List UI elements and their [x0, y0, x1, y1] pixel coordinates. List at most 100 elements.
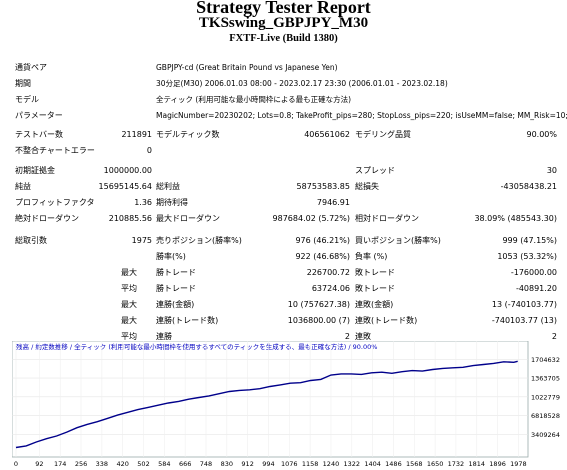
gross-profit-label: 総利益: [156, 182, 180, 191]
x-tick-label: 0: [14, 460, 18, 468]
profit-factor-value: 1.36: [134, 198, 152, 207]
x-tick-label: 994: [262, 460, 274, 468]
max-label: 最大: [121, 268, 137, 277]
report-subtitle: TKSswing_GBPJPY_M30: [198, 15, 369, 31]
x-tick-label: 1814: [468, 460, 485, 468]
gross-loss-label: 総損失: [355, 182, 379, 191]
x-tick-label: 666: [179, 460, 191, 468]
average-loss-label: 敗トレード: [355, 284, 395, 293]
consec-wins-value: 10 (757627.38): [287, 300, 350, 309]
params-label: パラメーター: [15, 111, 63, 120]
y-tick-label: 10227792: [531, 393, 560, 401]
net-profit-value: 15695145.64: [98, 182, 152, 191]
period-value: 30分足(M30) 2006.01.03 08:00 - 2023.02.17 …: [156, 79, 448, 88]
largest-win-value: 226700.72: [306, 268, 350, 277]
absolute-drawdown-value: 210885.56: [108, 214, 152, 223]
consec-losses-value: 13 (-740103.77): [491, 300, 557, 309]
report-title: Strategy Tester Report: [196, 0, 371, 17]
params-value: MagicNumber=20230202; Lots=0.8; TakeProf…: [156, 111, 567, 120]
y-tick-label: 13637056: [531, 375, 560, 383]
average-win-label: 勝トレード: [156, 284, 196, 293]
avg-consec-wins-label: 連勝: [156, 332, 172, 341]
average-win-value: 63724.06: [311, 284, 350, 293]
largest-loss-label: 敗トレード: [355, 268, 395, 277]
x-tick-label: 912: [241, 460, 253, 468]
x-tick-label: 1486: [385, 460, 402, 468]
expected-payoff-value: 7946.91: [316, 198, 350, 207]
report-build: FXTF-Live (Build 1380): [229, 33, 338, 44]
x-axis-ticks: 0 92 174 256 338 420 502 584 666 748 830 912 994 1076…: [14, 460, 527, 468]
x-tick-label: 256: [75, 460, 87, 468]
max-label-3: 最大: [121, 316, 137, 325]
max-drawdown-value: 987684.02 (5.72%): [272, 214, 350, 223]
loss-rate-label: 負率 (%): [355, 252, 388, 261]
x-tick-label: 92: [35, 460, 43, 468]
quality-label: モデリング品質: [355, 130, 411, 139]
short-positions-label: 売りポジション(勝率%): [156, 236, 242, 245]
x-tick-label: 1568: [406, 460, 423, 468]
deposit-value: 1000000.00: [103, 166, 152, 175]
x-tick-label: 1076: [281, 460, 298, 468]
consec-loss-amount-value: -740103.77 (13): [491, 316, 557, 325]
bars-label: テストバー数: [15, 130, 63, 139]
x-tick-label: 830: [221, 460, 233, 468]
consec-loss-amount-label: 連敗(トレード数): [355, 316, 418, 325]
model-label: モデル: [15, 95, 39, 104]
total-trades-label: 総取引数: [15, 236, 47, 245]
model-value: 全ティック (利用可能な最小時間枠による最も正確な方法): [156, 95, 352, 104]
balance-chart: 残高 / 約定数推移 / 全ティック (利用可能な最小時間枠を使用するすべてのテ…: [12, 341, 560, 468]
spread-value: 30: [546, 166, 557, 175]
relative-drawdown-value: 38.09% (485543.30): [474, 214, 557, 223]
consec-losses-label: 連敗(金額): [355, 300, 394, 309]
max-label-2: 最大: [121, 300, 137, 309]
chart-legend: 残高 / 約定数推移 / 全ティック (利用可能な最小時間枠を使用するすべてのテ…: [16, 342, 377, 351]
long-positions-value: 999 (47.15%): [502, 236, 557, 245]
ticks-label: モデルティック数: [156, 130, 220, 139]
consec-wins-label: 連勝(金額): [156, 300, 195, 309]
mismatch-label: 不整合チャートエラー: [15, 146, 95, 155]
x-tick-label: 748: [200, 460, 212, 468]
x-tick-label: 1896: [489, 460, 506, 468]
y-tick-label: 6818528: [531, 412, 560, 420]
long-positions-label: 買いポジション(勝率%): [355, 236, 441, 245]
chart-grid: [12, 341, 528, 457]
largest-win-label: 勝トレード: [156, 268, 196, 277]
x-tick-label: 1240: [323, 460, 340, 468]
x-tick-label: 420: [116, 460, 128, 468]
average-label: 平均: [121, 284, 137, 293]
average-loss-value: -40891.20: [515, 284, 557, 293]
win-rate-value: 922 (46.68%): [295, 252, 350, 261]
average-label-2: 平均: [121, 332, 137, 341]
period-label: 期間: [15, 79, 31, 88]
spread-label: スプレッド: [355, 166, 395, 175]
chart-frame: [12, 341, 529, 458]
avg-consec-wins-value: 2: [344, 332, 350, 341]
max-drawdown-label: 最大ドローダウン: [156, 214, 220, 223]
symbol-value: GBPJPY-cd (Great Britain Pound vs Japane…: [156, 63, 338, 72]
loss-rate-value: 1053 (53.32%): [497, 252, 557, 261]
x-tick-label: 338: [96, 460, 108, 468]
absolute-drawdown-label: 絶対ドローダウン: [15, 214, 79, 223]
x-tick-label: 1978: [510, 460, 527, 468]
gross-loss-value: -43058438.21: [500, 182, 557, 191]
mismatch-value: 0: [146, 146, 152, 155]
avg-consec-losses-value: 2: [551, 332, 557, 341]
bars-value: 211891: [121, 130, 152, 139]
x-tick-label: 1404: [364, 460, 381, 468]
short-positions-value: 976 (46.21%): [295, 236, 350, 245]
avg-consec-losses-label: 連敗: [355, 332, 371, 341]
x-tick-label: 584: [158, 460, 170, 468]
x-tick-label: 1650: [427, 460, 444, 468]
x-tick-label: 174: [54, 460, 66, 468]
total-trades-value: 1975: [131, 236, 152, 245]
gross-profit-value: 58753583.85: [296, 182, 350, 191]
consec-profit-value: 1036800.00 (7): [287, 316, 350, 325]
deposit-label: 初期証拠金: [15, 166, 55, 175]
x-tick-label: 502: [137, 460, 149, 468]
y-tick-label: 3409264: [531, 431, 560, 439]
profit-factor-label: プロフィットファクタ: [15, 198, 95, 207]
ticks-value: 406561062: [304, 130, 350, 139]
win-rate-label: 勝率(%): [156, 252, 186, 261]
